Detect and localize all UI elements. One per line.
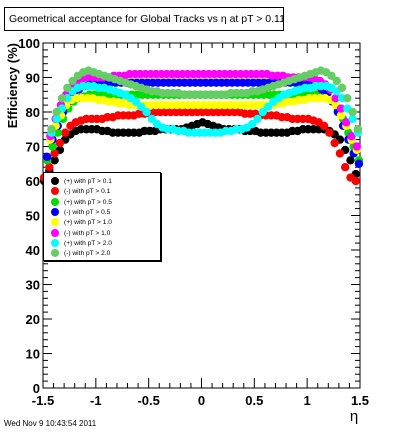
x-tick-label: -0.5 [137, 393, 159, 408]
y-tick-label: 10 [26, 347, 40, 362]
legend-entry: (-) with pT > 0.1 [44, 187, 160, 196]
data-point [63, 83, 72, 93]
data-point [258, 107, 267, 117]
data-point [131, 97, 141, 106]
y-tick-label: 80 [26, 105, 40, 120]
y-tick-label: 30 [26, 278, 40, 293]
x-tick-label: 0.5 [245, 393, 263, 408]
data-point [352, 142, 362, 151]
timestamp-footer: Wed Nov 9 10:43:54 2011 [4, 419, 97, 428]
legend-marker-icon [51, 207, 59, 216]
data-point [347, 131, 356, 141]
legend-entry: (+) with pT > 0.1 [44, 177, 160, 186]
data-point [336, 104, 346, 113]
data-point [137, 102, 146, 112]
legend-marker-icon [51, 187, 59, 196]
legend-entry: (+) with pT > 2.0 [44, 238, 160, 248]
y-tick-label: 50 [26, 209, 40, 224]
data-point [55, 138, 65, 148]
data-point [263, 102, 273, 112]
legend-entry: (-) with pT > 2.0 [44, 249, 160, 258]
legend-label: (+) with pT > 0.1 [64, 178, 112, 185]
data-point [142, 107, 151, 117]
legend-marker-icon [51, 218, 59, 227]
legend-label: (+) with pT > 0.5 [64, 198, 112, 206]
y-tick-label: 60 [26, 174, 40, 189]
y-tick-label: 70 [26, 140, 40, 155]
legend-label: (-) with pT > 0.1 [64, 188, 111, 196]
data-point [346, 156, 355, 165]
data-point [53, 128, 62, 137]
legend-label: (-) with pT > 0.5 [64, 208, 111, 216]
legend-marker-icon [51, 228, 59, 237]
data-point [319, 121, 329, 130]
x-axis-label: η [350, 408, 358, 425]
data-point [342, 118, 351, 127]
data-point [50, 156, 59, 165]
x-tick-label: 0 [198, 393, 205, 408]
legend-entry: (-) with pT > 1.0 [44, 228, 160, 238]
data-point [341, 163, 350, 172]
data-point [57, 94, 67, 103]
legend-entry: (+) with pT > 0.5 [44, 197, 160, 207]
legend-marker-icon [51, 177, 59, 185]
y-tick-label: 40 [26, 243, 40, 258]
data-point [354, 159, 364, 168]
data-point [343, 94, 352, 103]
data-point [60, 128, 70, 137]
legend-marker-icon [51, 197, 59, 206]
x-tick-label: 1 [304, 393, 311, 408]
data-point [253, 114, 262, 124]
data-point [348, 114, 357, 124]
data-point [353, 125, 363, 134]
data-point [335, 149, 345, 158]
data-point [52, 114, 61, 124]
legend-label: (+) with pT > 2.0 [64, 239, 112, 247]
legend-entry: (+) with pT > 1.0 [44, 218, 160, 227]
axis-ticks [42, 42, 361, 389]
data-point [48, 142, 57, 151]
data-point [336, 111, 346, 120]
legend-marker-icon [51, 249, 59, 258]
chart-title: Geometrical acceptance for Global Tracks… [4, 7, 284, 31]
data-point [348, 107, 357, 117]
y-tick-label: 90 [26, 71, 40, 86]
data-point [332, 76, 341, 86]
legend: (+) with pT > 0.1 (-) with pT > 0.1 (+) wi… [43, 172, 161, 261]
data-point [325, 128, 334, 137]
x-tick-label: -1 [90, 393, 102, 408]
data-point [248, 119, 257, 129]
data-points [39, 66, 364, 186]
y-tick-label: 0 [33, 381, 40, 396]
data-point [327, 71, 336, 80]
data-point [330, 138, 339, 148]
y-axis-label: Efficiency (%) [5, 43, 20, 128]
y-tick-label: 20 [26, 312, 40, 327]
data-point [68, 76, 77, 86]
legend-label: (-) with pT > 2.0 [64, 250, 111, 258]
legend-label: (+) with pT > 1.0 [64, 219, 112, 227]
data-point [50, 149, 59, 158]
legend-label: (-) with pT > 1.0 [64, 229, 111, 237]
legend-marker-icon [51, 238, 59, 247]
data-point [43, 152, 52, 162]
axis-tick-labels: 0 10 20 30 40 50 60 70 80 90 100 -1.5 -1 -0.5 0 0.5 1 1.5 [18, 36, 369, 408]
data-point [351, 176, 360, 186]
data-point [337, 83, 347, 93]
data-point [47, 125, 56, 134]
data-point [52, 107, 61, 117]
legend-entry: (-) with pT > 0.5 [44, 207, 160, 217]
x-tick-label: 1.5 [351, 393, 369, 408]
data-point [45, 163, 54, 172]
data-point [147, 114, 157, 124]
data-point [331, 94, 340, 103]
y-tick-label: 100 [18, 36, 40, 51]
x-tick-label: -1.5 [32, 393, 54, 408]
